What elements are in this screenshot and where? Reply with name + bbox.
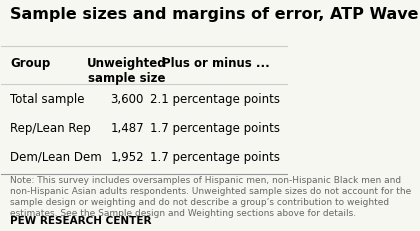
Text: PEW RESEARCH CENTER: PEW RESEARCH CENTER <box>10 215 152 225</box>
Text: Plus or minus ...: Plus or minus ... <box>162 57 269 70</box>
Text: 1,487: 1,487 <box>110 122 144 134</box>
Text: 3,600: 3,600 <box>110 93 144 106</box>
Text: 1.7 percentage points: 1.7 percentage points <box>150 150 281 163</box>
Text: 1.7 percentage points: 1.7 percentage points <box>150 122 281 134</box>
Text: Rep/Lean Rep: Rep/Lean Rep <box>10 122 91 134</box>
Text: Unweighted
sample size: Unweighted sample size <box>87 57 167 85</box>
Text: 1,952: 1,952 <box>110 150 144 163</box>
Text: Group: Group <box>10 57 50 70</box>
Text: 2.1 percentage points: 2.1 percentage points <box>150 93 281 106</box>
Text: Sample sizes and margins of error, ATP Wave 145: Sample sizes and margins of error, ATP W… <box>10 7 420 22</box>
Text: Dem/Lean Dem: Dem/Lean Dem <box>10 150 102 163</box>
Text: Note: This survey includes oversamples of Hispanic men, non-Hispanic Black men a: Note: This survey includes oversamples o… <box>10 175 411 217</box>
Text: Total sample: Total sample <box>10 93 84 106</box>
